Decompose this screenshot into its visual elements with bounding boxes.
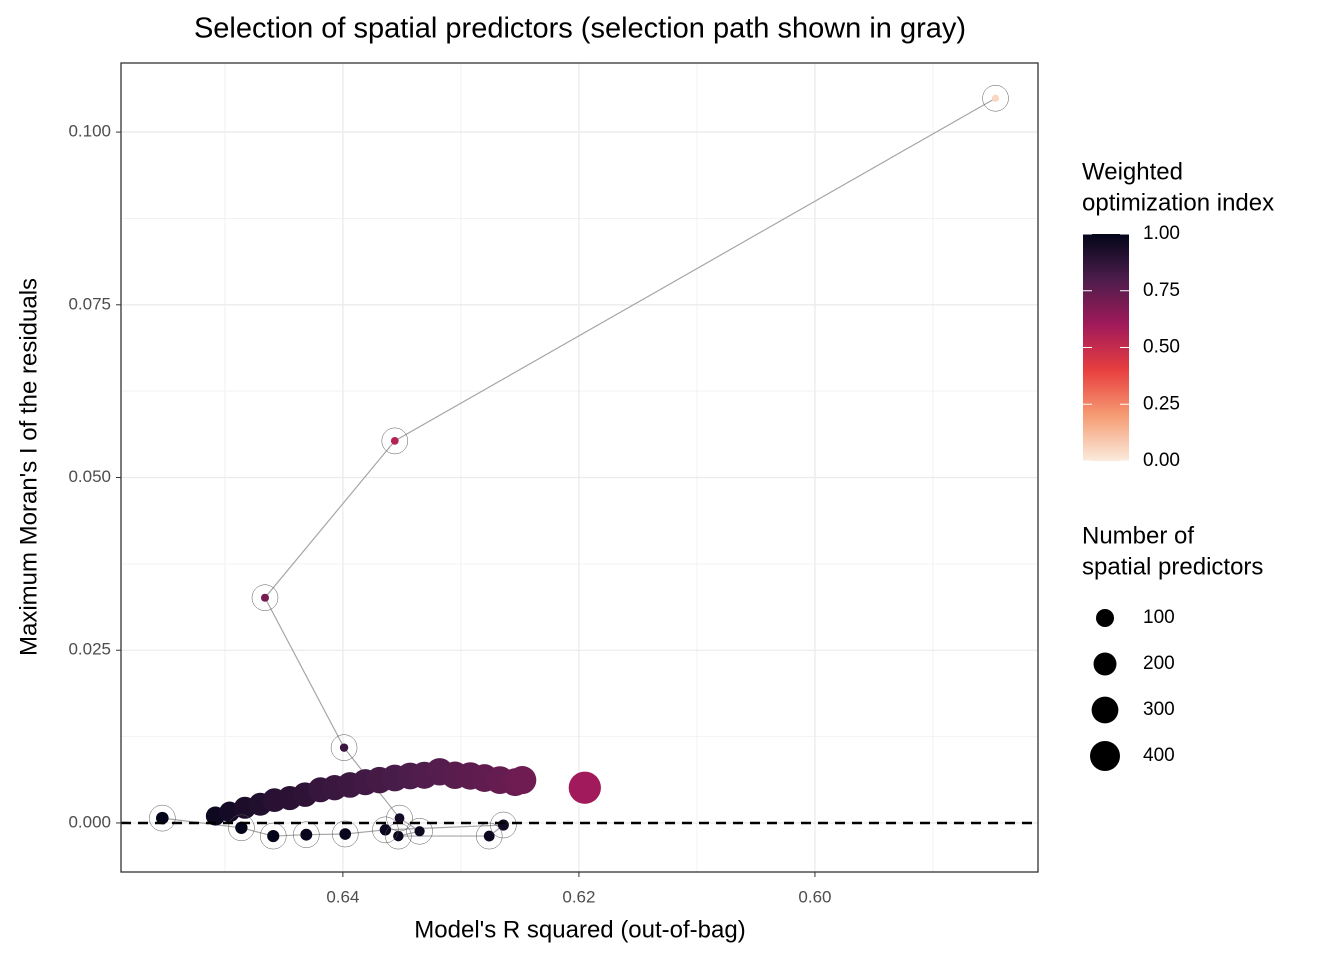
y-tick-label: 0.075 bbox=[68, 294, 111, 313]
size-key bbox=[1090, 741, 1120, 771]
point bbox=[379, 824, 392, 836]
legend-title: Number of bbox=[1082, 522, 1194, 549]
point bbox=[260, 593, 270, 602]
path-marker bbox=[490, 811, 517, 839]
point bbox=[156, 811, 169, 825]
point bbox=[414, 826, 425, 837]
size-key bbox=[1093, 652, 1117, 676]
point bbox=[508, 766, 537, 795]
path-marker bbox=[386, 804, 413, 832]
x-tick-label: 0.60 bbox=[798, 887, 831, 906]
point bbox=[568, 771, 601, 804]
legend-title: optimization index bbox=[1082, 189, 1274, 216]
plot-border bbox=[120, 62, 1039, 873]
x-tick-label: 0.62 bbox=[562, 887, 595, 906]
point bbox=[991, 94, 1000, 102]
chart-title: Selection of spatial predictors (selecti… bbox=[194, 13, 966, 45]
point bbox=[339, 743, 349, 752]
size-label: 300 bbox=[1143, 699, 1175, 720]
legend-title: Weighted bbox=[1082, 158, 1183, 185]
x-axis-label: Model's R squared (out-of-bag) bbox=[414, 916, 745, 943]
size-label: 100 bbox=[1143, 607, 1175, 628]
path-marker bbox=[475, 822, 503, 850]
size-label: 200 bbox=[1143, 653, 1175, 674]
path-marker bbox=[330, 734, 358, 761]
size-key bbox=[1091, 696, 1119, 724]
point bbox=[483, 830, 495, 842]
point bbox=[267, 830, 280, 843]
path-marker bbox=[228, 814, 255, 842]
y-tick-label: 0.100 bbox=[68, 122, 111, 141]
colorbar-label: 0.25 bbox=[1143, 393, 1180, 414]
point bbox=[390, 437, 399, 445]
path-marker bbox=[331, 820, 359, 848]
path-marker bbox=[251, 584, 279, 611]
point bbox=[394, 813, 405, 824]
point bbox=[300, 828, 313, 841]
y-tick-label: 0.050 bbox=[68, 467, 111, 486]
path-marker bbox=[372, 816, 399, 844]
path-marker bbox=[149, 804, 176, 832]
point bbox=[393, 830, 404, 842]
y-tick-label: 0.000 bbox=[68, 812, 111, 831]
size-label: 400 bbox=[1143, 745, 1175, 766]
y-tick-label: 0.025 bbox=[68, 640, 111, 659]
colorbar-label: 0.75 bbox=[1143, 280, 1180, 301]
colorbar-label: 0.50 bbox=[1143, 337, 1180, 358]
path-marker bbox=[259, 822, 287, 850]
path-marker bbox=[982, 84, 1009, 112]
size-key bbox=[1096, 609, 1114, 627]
path-marker bbox=[381, 427, 409, 455]
path-marker bbox=[406, 817, 433, 845]
path-marker bbox=[293, 821, 320, 848]
colorbar-label: 0.00 bbox=[1143, 450, 1180, 471]
point bbox=[339, 828, 352, 840]
point bbox=[497, 819, 509, 831]
x-tick-label: 0.64 bbox=[326, 887, 359, 906]
legend-title: spatial predictors bbox=[1082, 553, 1263, 580]
colorbar-label: 1.00 bbox=[1143, 223, 1180, 244]
point bbox=[235, 821, 248, 834]
y-axis-label: Maximum Moran's I of the residuals bbox=[15, 278, 42, 656]
